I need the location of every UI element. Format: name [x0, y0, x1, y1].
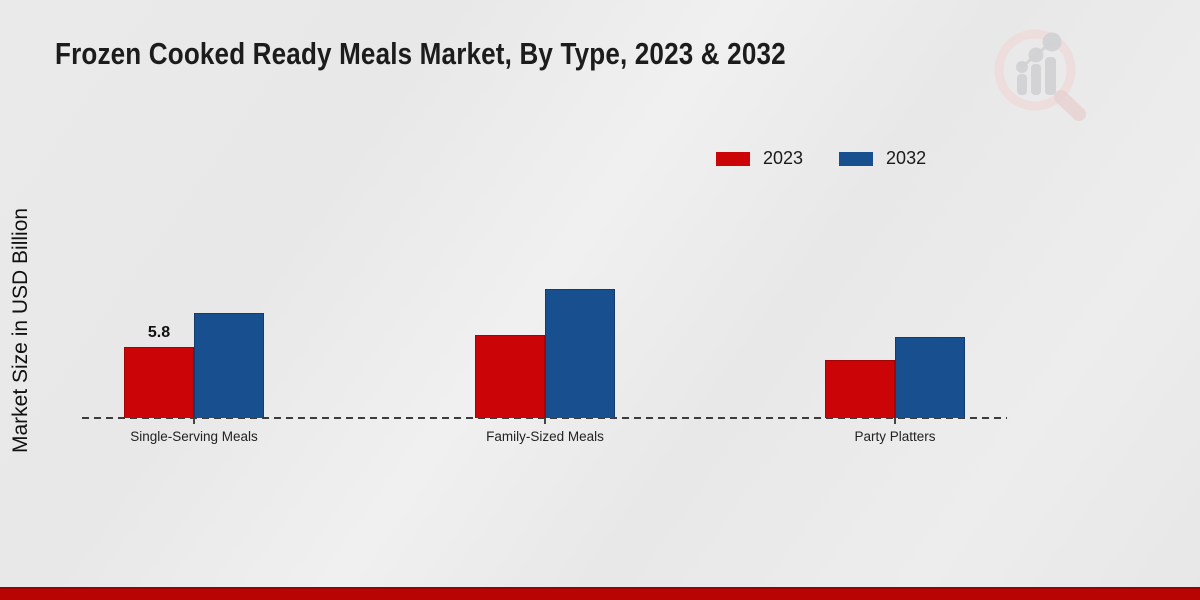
bar-value-label: 5.8 [147, 324, 171, 341]
legend-item-2023: 2023 [716, 148, 803, 169]
legend-item-2032: 2032 [839, 148, 926, 169]
legend-label-2023: 2023 [763, 148, 804, 168]
chart-title: Frozen Cooked Ready Meals Market, By Typ… [55, 36, 786, 71]
legend: 2023 2032 [716, 148, 926, 169]
x-axis-tick [894, 418, 896, 424]
plot-area: 5.8 Single-Serving Meals Family-Sized Meal… [82, 268, 1007, 444]
y-axis-label: Market Size in USD Billion [9, 207, 32, 453]
legend-swatch-2023 [716, 151, 750, 166]
bar-2032-family-sized-meals [545, 289, 615, 418]
legend-swatch-2032 [839, 151, 874, 166]
footer-accent-bar [0, 587, 1200, 600]
bar-2023-party-platters [825, 360, 895, 418]
bar-2032-party-platters [895, 337, 965, 418]
x-axis-tick [193, 418, 195, 424]
bar-2032-single-serving-meals [194, 313, 264, 418]
bar-2023-single-serving-meals [124, 347, 194, 418]
category-label-single-serving-meals: Single-Serving Meals [130, 429, 258, 444]
legend-label-2032: 2032 [886, 148, 927, 168]
category-label-party-platters: Party Platters [854, 429, 936, 444]
bar-2023-family-sized-meals [475, 335, 545, 418]
magnifier-bar-chart-logo-icon [994, 29, 1086, 121]
category-label-family-sized-meals: Family-Sized Meals [486, 429, 604, 444]
x-axis-tick [544, 418, 546, 424]
